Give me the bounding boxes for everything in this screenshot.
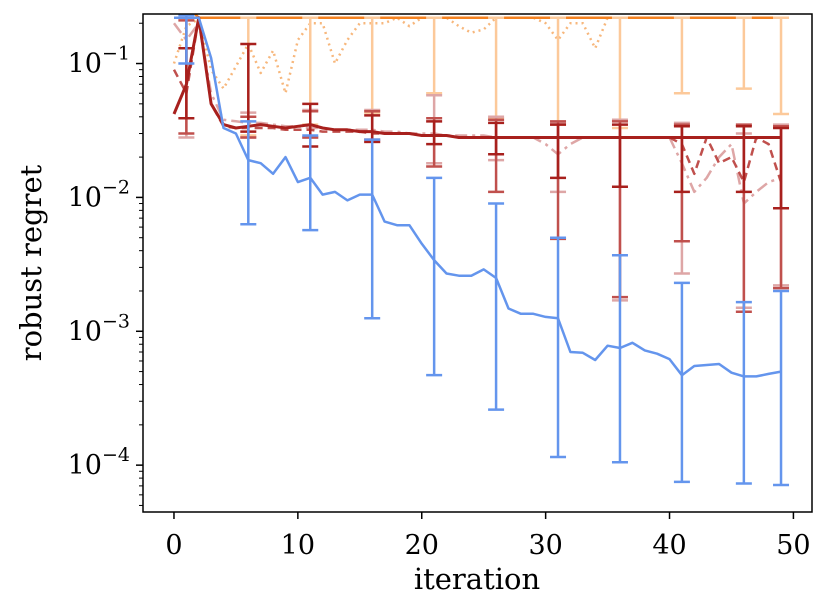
errorbar-orange-light-errorbars-9 — [773, 16, 790, 116]
series-blue-solid — [174, 14, 790, 487]
errorbar-blue-solid-7 — [611, 253, 628, 464]
plot-layer — [172, 14, 790, 487]
x-tick-label-0: 0 — [165, 530, 182, 561]
errorbar-darkred-solid-4 — [426, 120, 443, 146]
errorbar-orange-light-errorbars-8 — [735, 16, 752, 90]
x-tick-label-50: 50 — [776, 530, 810, 561]
axis-layer: 0 10 20 30 40 50 10−1 10−2 10−3 10−4 — [68, 22, 811, 561]
errorbar-blue-solid-3 — [364, 138, 381, 320]
errorbar-darkred-solid-10 — [773, 126, 790, 210]
errorbar-blue-solid-4 — [426, 176, 443, 377]
y-tick-label-1: 10−2 — [68, 176, 130, 213]
errorbar-blue-solid-1 — [240, 120, 257, 226]
y-tick-label-0: 10−1 — [68, 43, 130, 80]
errorbar-orange-light-errorbars-7 — [673, 16, 690, 95]
errorbar-blue-solid-9 — [735, 300, 752, 485]
x-tick-label-10: 10 — [281, 530, 315, 561]
x-tick-label-30: 30 — [528, 530, 562, 561]
series-darkred-solid — [172, 16, 790, 210]
y-tick-label-2: 10−3 — [68, 310, 130, 347]
errorbar-orange-light-errorbars-3 — [426, 16, 443, 95]
errorbar-blue-solid-8 — [673, 281, 690, 484]
y-tick-label-3: 10−4 — [68, 444, 130, 481]
line-blue-solid — [174, 16, 782, 378]
line-pink-dashdot — [172, 21, 782, 205]
line-darkred-solid — [172, 16, 781, 139]
errorbar-blue-solid-0 — [178, 14, 195, 65]
errorbar-blue-solid-10 — [773, 289, 790, 487]
x-tick-label-20: 20 — [405, 530, 439, 561]
errorbar-blue-solid-5 — [488, 202, 505, 411]
errorbar-darkred-solid-7 — [611, 123, 628, 189]
x-axis-label: iteration — [414, 562, 540, 596]
errorbar-blue-solid-6 — [550, 236, 567, 459]
y-axis-label: robust regret — [14, 164, 48, 361]
errorbar-darkred-solid-6 — [550, 123, 567, 180]
x-tick-label-40: 40 — [652, 530, 686, 561]
plot-frame — [142, 13, 813, 513]
errorbar-blue-solid-2 — [302, 134, 319, 232]
